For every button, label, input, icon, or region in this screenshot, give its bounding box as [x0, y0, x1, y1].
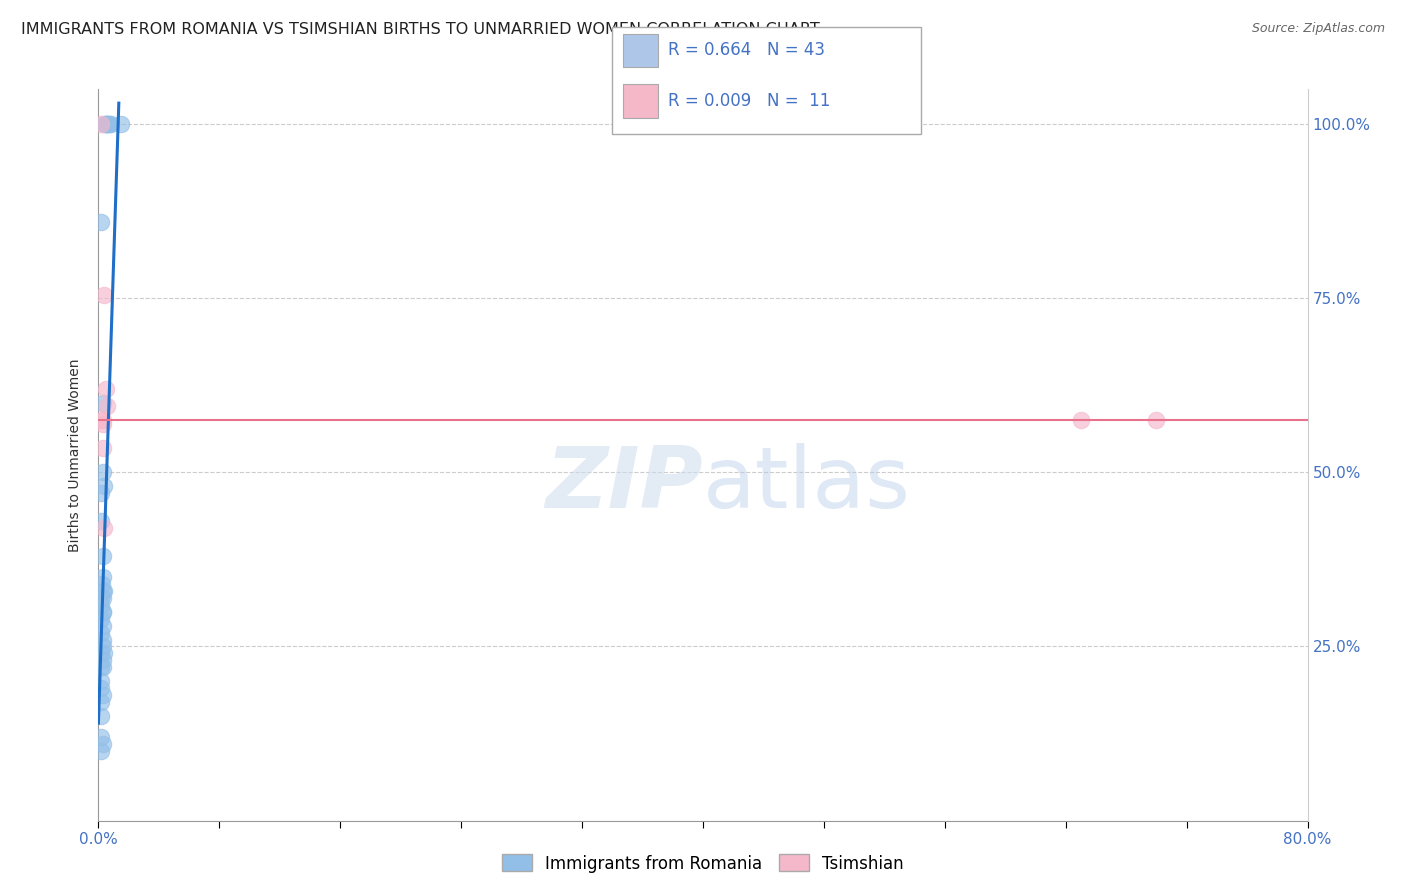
Point — [94, 117, 117, 131]
Point — [90, 674, 112, 689]
Point — [98, 117, 121, 131]
Point — [90, 709, 112, 723]
Point — [91, 653, 114, 667]
Point — [94, 382, 117, 396]
Point — [96, 117, 118, 131]
Point — [93, 479, 115, 493]
Point — [100, 117, 122, 131]
Point — [90, 660, 112, 674]
Point — [90, 744, 112, 758]
Legend: Immigrants from Romania, Tsimshian: Immigrants from Romania, Tsimshian — [495, 847, 911, 880]
Point — [91, 688, 114, 702]
Point — [90, 486, 112, 500]
Point — [90, 598, 112, 612]
Point — [96, 117, 118, 131]
Text: atlas: atlas — [703, 442, 911, 525]
Point — [91, 632, 114, 647]
Point — [91, 605, 114, 619]
Y-axis label: Births to Unmarried Women: Births to Unmarried Women — [69, 359, 83, 551]
Point — [96, 399, 118, 413]
Point — [91, 583, 114, 598]
Point — [91, 441, 114, 455]
Point — [94, 117, 117, 131]
Text: ZIP: ZIP — [546, 442, 703, 525]
Point — [91, 618, 114, 632]
Point — [90, 730, 112, 744]
Point — [93, 647, 115, 661]
Text: R = 0.009   N =  11: R = 0.009 N = 11 — [668, 92, 830, 110]
Point — [91, 549, 114, 563]
Point — [1070, 413, 1092, 427]
Point — [93, 521, 115, 535]
Point — [91, 395, 114, 409]
Point — [98, 117, 121, 131]
Point — [91, 605, 114, 619]
Point — [91, 570, 114, 584]
Text: R = 0.664   N = 43: R = 0.664 N = 43 — [668, 42, 825, 60]
Point — [91, 413, 114, 427]
Point — [90, 214, 112, 228]
Point — [90, 117, 112, 131]
Point — [93, 583, 115, 598]
Point — [1144, 413, 1167, 427]
Point — [90, 625, 112, 640]
Point — [90, 695, 112, 709]
Point — [90, 591, 112, 605]
Point — [93, 287, 115, 301]
Point — [91, 660, 114, 674]
Point — [91, 640, 114, 654]
Point — [93, 117, 115, 131]
Point — [91, 576, 114, 591]
Text: IMMIGRANTS FROM ROMANIA VS TSIMSHIAN BIRTHS TO UNMARRIED WOMEN CORRELATION CHART: IMMIGRANTS FROM ROMANIA VS TSIMSHIAN BIR… — [21, 22, 820, 37]
Point — [90, 681, 112, 696]
Point — [90, 647, 112, 661]
Point — [110, 117, 132, 131]
Point — [90, 612, 112, 626]
Point — [91, 417, 114, 431]
Text: Source: ZipAtlas.com: Source: ZipAtlas.com — [1251, 22, 1385, 36]
Point — [90, 514, 112, 528]
Point — [90, 413, 112, 427]
Point — [91, 466, 114, 480]
Point — [91, 737, 114, 751]
Point — [91, 591, 114, 605]
